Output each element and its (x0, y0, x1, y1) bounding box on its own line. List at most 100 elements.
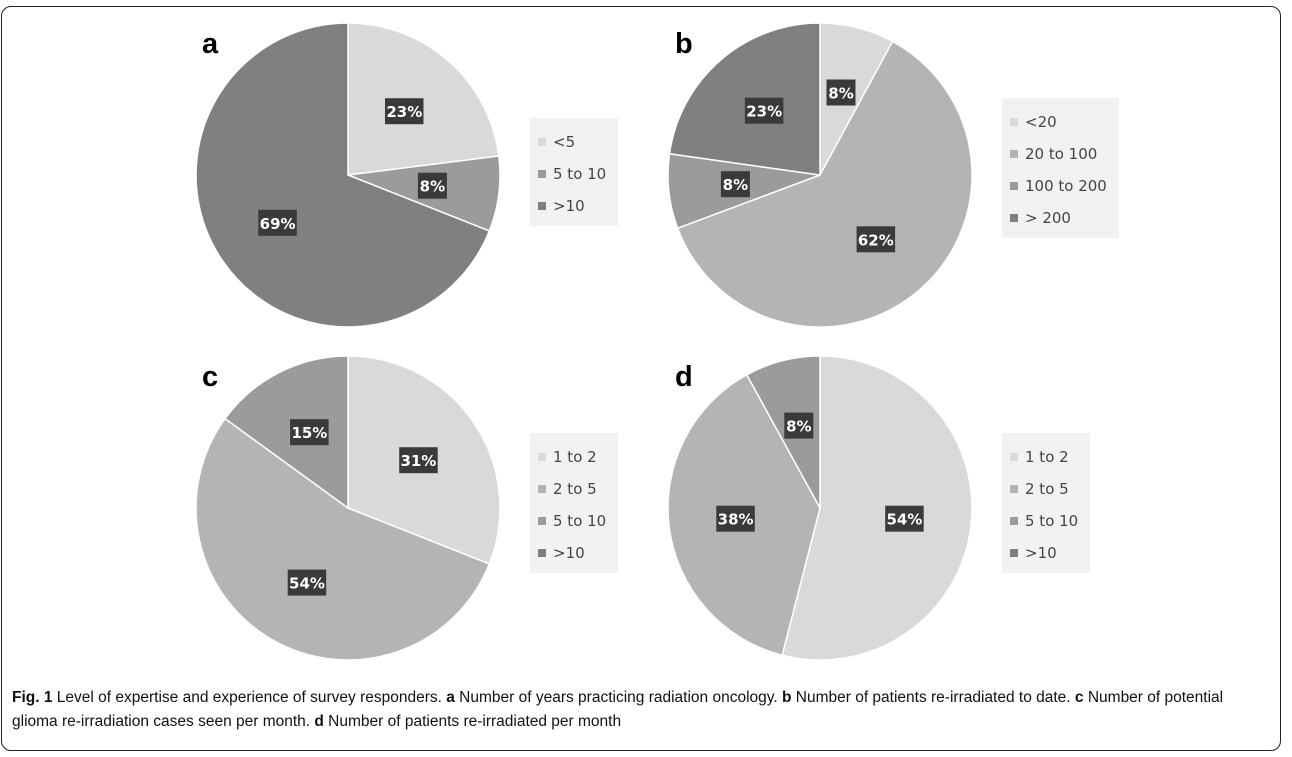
legend-d-item-3: >10 (1010, 537, 1078, 569)
legend-c-label-1: 2 to 5 (553, 480, 597, 498)
legend-d-item-2: 5 to 10 (1010, 505, 1078, 537)
panel-letter-a: a (202, 28, 219, 60)
pie-b-data-label-0: 8% (826, 79, 856, 106)
svg-text:15%: 15% (291, 424, 327, 442)
caption-fig-label: Fig. 1 (12, 689, 53, 706)
legend-a-item-2: >10 (538, 190, 606, 222)
pie-b-slice-1 (676, 40, 973, 328)
legend-b-label-2: 100 to 200 (1025, 177, 1107, 195)
pie-b-data-label-1: 62% (856, 226, 896, 253)
svg-text:23%: 23% (386, 103, 422, 121)
legend-b-swatch-1 (1010, 150, 1018, 158)
legend-a-swatch-2 (538, 202, 546, 210)
caption-text-c: Number of potential glioma re-irradiatio… (12, 689, 1224, 730)
svg-text:8%: 8% (420, 178, 445, 196)
panel-letter-d: d (675, 361, 693, 393)
pie-a-data-label-2: 69% (258, 209, 297, 236)
legend-c-swatch-1 (538, 485, 546, 493)
legend-b-label-1: 20 to 100 (1025, 145, 1098, 163)
legend-b-item-0: <20 (1010, 106, 1107, 138)
pie-d-slice-0 (781, 355, 973, 661)
legend-c-label-2: 5 to 10 (553, 512, 607, 530)
svg-text:8%: 8% (723, 176, 748, 194)
legend-a-label-0: <5 (553, 133, 576, 151)
pie-chart-c: 31% 54% 15% (195, 355, 501, 661)
pie-d-data-label-0: 54% (885, 505, 924, 532)
legend-b-label-0: <20 (1025, 113, 1057, 131)
caption-text-b: Number of patients re-irradiated to date… (791, 689, 1075, 706)
legend-b-item-3: > 200 (1010, 202, 1107, 234)
legend-c-swatch-2 (538, 517, 546, 525)
svg-text:8%: 8% (828, 85, 853, 103)
svg-text:23%: 23% (746, 103, 782, 121)
pie-b-data-label-3: 23% (744, 97, 784, 124)
legend-c-swatch-3 (538, 549, 546, 557)
legend-d-label-2: 5 to 10 (1025, 512, 1079, 530)
svg-text:54%: 54% (886, 511, 922, 529)
legend-d: 1 to 2 2 to 5 5 to 10 >10 (1002, 433, 1091, 573)
legend-a-label-1: 5 to 10 (553, 165, 607, 183)
svg-text:38%: 38% (718, 511, 754, 529)
svg-text:69%: 69% (260, 215, 296, 233)
figure-frame (1, 6, 1281, 751)
legend-b-swatch-2 (1010, 182, 1018, 190)
pie-d-slice-2 (745, 355, 821, 509)
legend-d-swatch-0 (1010, 453, 1018, 461)
legend-a-label-2: >10 (553, 197, 585, 215)
legend-b-item-1: 20 to 100 (1010, 138, 1107, 170)
pie-c-slice-1 (195, 417, 491, 661)
legend-d-label-3: >10 (1025, 544, 1057, 562)
legend-b: <20 20 to 100 100 to 200 > 200 (1002, 98, 1119, 238)
panel-c: c 31% 54% 15% 1 to 2 2 to 5 5 to 10 >10 (190, 333, 810, 663)
pie-d-data-label-2: 8% (784, 412, 814, 439)
legend-a-swatch-1 (538, 170, 546, 178)
caption-intro: Level of expertise and experience of sur… (52, 689, 447, 706)
legend-d-item-0: 1 to 2 (1010, 441, 1078, 473)
panel-d: d 54% 38% 8% 1 to 2 2 to 5 5 to 10 >10 (662, 333, 1282, 663)
legend-a-swatch-0 (538, 138, 546, 146)
legend-d-swatch-3 (1010, 549, 1018, 557)
legend-c-label-0: 1 to 2 (553, 448, 597, 466)
legend-c: 1 to 2 2 to 5 5 to 10 >10 (530, 433, 619, 573)
caption-text-a: Number of years practicing radiation onc… (454, 689, 782, 706)
legend-a-item-1: 5 to 10 (538, 158, 606, 190)
legend-d-swatch-2 (1010, 517, 1018, 525)
legend-d-swatch-1 (1010, 485, 1018, 493)
panel-a: a 23% 8% 69% <5 5 to 10 >10 (190, 0, 810, 330)
legend-c-label-3: >10 (553, 544, 585, 562)
pie-a-data-label-0: 23% (385, 98, 424, 125)
svg-text:54%: 54% (289, 575, 325, 593)
panel-b: b 8% 62% 8% 23% <20 20 to 100 100 to 200 > 200 (662, 0, 1282, 330)
legend-c-item-0: 1 to 2 (538, 441, 606, 473)
figure-caption: Fig. 1 Level of expertise and experience… (12, 686, 1272, 734)
pie-chart-d: 54% 38% 8% (667, 355, 973, 661)
legend-a-item-0: <5 (538, 126, 606, 158)
legend-a: <5 5 to 10 >10 (530, 118, 619, 226)
legend-b-swatch-3 (1010, 214, 1018, 222)
caption-letter-c: c (1074, 689, 1084, 706)
svg-text:8%: 8% (786, 418, 811, 436)
svg-text:62%: 62% (858, 231, 894, 249)
legend-c-swatch-0 (538, 453, 546, 461)
legend-d-label-1: 2 to 5 (1025, 480, 1069, 498)
pie-chart-a: 23% 8% 69% (195, 22, 501, 328)
legend-b-label-3: > 200 (1025, 209, 1071, 227)
caption-text-d: Number of patients re-irradiated per mon… (323, 713, 622, 730)
pie-c-data-label-1: 54% (287, 569, 327, 596)
caption-letter-b: b (781, 689, 792, 706)
pie-a-slice-2 (195, 22, 491, 328)
pie-c-data-label-0: 31% (399, 447, 438, 474)
panel-letter-c: c (202, 361, 219, 393)
legend-b-item-2: 100 to 200 (1010, 170, 1107, 202)
caption-letter-d: d (314, 713, 324, 730)
pie-d-data-label-1: 38% (716, 505, 755, 532)
legend-b-swatch-0 (1010, 118, 1018, 126)
legend-d-item-1: 2 to 5 (1010, 473, 1078, 505)
legend-c-item-1: 2 to 5 (538, 473, 606, 505)
pie-chart-b: 8% 62% 8% 23% (667, 22, 973, 328)
legend-c-item-2: 5 to 10 (538, 505, 606, 537)
pie-c-slice-2 (223, 355, 349, 510)
pie-b-data-label-2: 8% (720, 171, 750, 198)
pie-a-data-label-1: 8% (417, 172, 447, 199)
svg-text:31%: 31% (400, 452, 436, 470)
